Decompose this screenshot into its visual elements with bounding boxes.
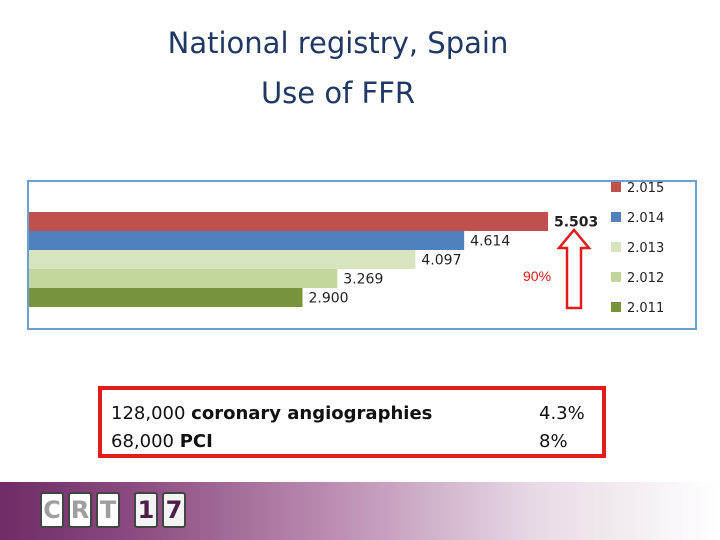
info-right-column: 4.3% 8% bbox=[539, 400, 585, 456]
pci-count: 68,000 bbox=[111, 431, 174, 452]
angiographies-label: coronary angiographies bbox=[191, 403, 433, 424]
legend-label-2.015: 2.015 bbox=[627, 181, 664, 196]
legend-label-2.011: 2.011 bbox=[627, 301, 664, 316]
bar-2.012 bbox=[29, 269, 338, 288]
data-label-2.015: 5.503 bbox=[554, 215, 598, 231]
logo-digit-7: 7 bbox=[162, 492, 186, 528]
legend-label-2.012: 2.012 bbox=[627, 271, 664, 286]
data-label-2.013: 4.097 bbox=[421, 253, 461, 269]
legend-swatch-2.012 bbox=[611, 272, 621, 282]
legend-swatch-2.011 bbox=[611, 302, 621, 312]
bar-2.011 bbox=[29, 288, 303, 307]
bar-2.014 bbox=[29, 231, 465, 250]
info-row-angiographies: 128,000 coronary angiographies bbox=[111, 400, 432, 428]
logo-letter-c: C bbox=[40, 492, 64, 528]
angiographies-percent: 4.3% bbox=[539, 403, 585, 424]
title-line-1: National registry, Spain bbox=[167, 26, 509, 60]
bar-2.015 bbox=[29, 212, 548, 231]
bar-2.013 bbox=[29, 250, 416, 269]
info-box: 128,000 coronary angiographies 68,000 PC… bbox=[98, 386, 606, 458]
info-left-column: 128,000 coronary angiographies 68,000 PC… bbox=[111, 400, 432, 456]
pci-label: PCI bbox=[179, 431, 213, 452]
footer-banner: C R T 1 7 bbox=[0, 482, 720, 540]
legend-swatch-2.015 bbox=[611, 182, 621, 192]
data-label-2.014: 4.614 bbox=[470, 234, 510, 250]
title-line-2: Use of FFR bbox=[260, 76, 416, 110]
bar-chart: 5.503 4.614 4.097 3.269 2.900 90% 2.015 2.014 2.… bbox=[29, 181, 664, 316]
data-label-2.012: 3.269 bbox=[343, 272, 383, 288]
pci-percent: 8% bbox=[539, 431, 568, 452]
info-row-pci: 68,000 PCI bbox=[111, 428, 432, 456]
crt17-logo: C R T 1 7 bbox=[40, 492, 186, 528]
legend-swatch-2.014 bbox=[611, 212, 621, 222]
legend-label-2.014: 2.014 bbox=[627, 211, 664, 226]
logo-letter-r: R bbox=[68, 492, 92, 528]
logo-letter-t: T bbox=[96, 492, 120, 528]
angiographies-count: 128,000 bbox=[111, 403, 186, 424]
annotation-90-percent: 90% bbox=[523, 268, 551, 284]
data-label-2.011: 2.900 bbox=[309, 291, 349, 307]
legend-swatch-2.013 bbox=[611, 242, 621, 252]
arrow-up-icon bbox=[556, 228, 592, 310]
logo-digit-1: 1 bbox=[134, 492, 158, 528]
legend-label-2.013: 2.013 bbox=[627, 241, 664, 256]
